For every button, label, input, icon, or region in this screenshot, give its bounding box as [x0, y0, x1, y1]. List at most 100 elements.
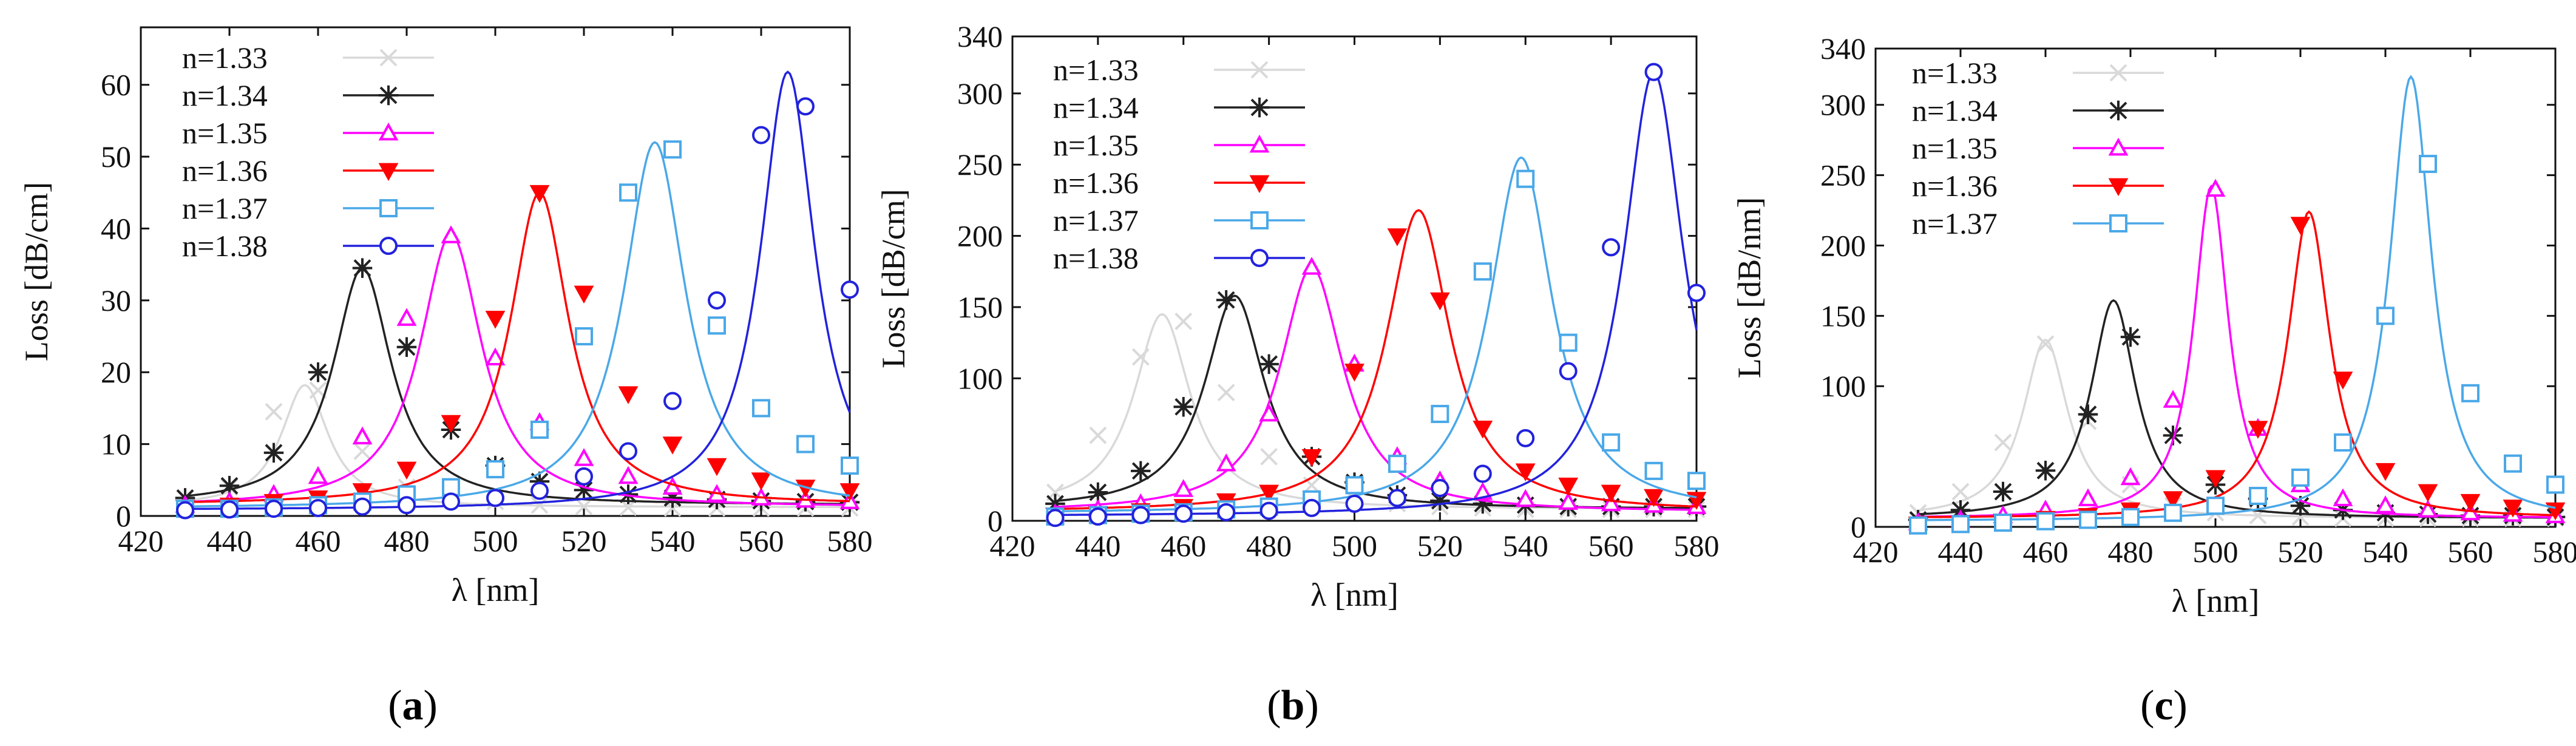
- legend-marker: [2108, 100, 2129, 121]
- data-point: [486, 460, 504, 479]
- legend-label: n=1.34: [182, 78, 268, 112]
- x-tick-label: 500: [1332, 529, 1377, 563]
- data-point: [530, 481, 549, 500]
- data-point: [575, 498, 593, 516]
- series-line: [1054, 313, 1696, 510]
- data-point: [2163, 426, 2183, 446]
- data-point: [263, 443, 284, 463]
- data-point: [1601, 484, 1621, 503]
- data-point: [2079, 510, 2097, 529]
- y-axis-title: Loss [dB/cm]: [875, 189, 912, 368]
- data-point: [1431, 404, 1449, 423]
- legend-label: n=1.37: [1053, 203, 1139, 237]
- data-point: [1602, 433, 1621, 452]
- x-tick-label: 580: [2533, 535, 2576, 569]
- data-point: [352, 426, 373, 445]
- data-point: [1687, 283, 1706, 302]
- data-point: [752, 126, 770, 144]
- series-line: [1055, 294, 1697, 509]
- data-point: [575, 467, 593, 486]
- legend-marker: [378, 122, 399, 141]
- data-point: [2460, 493, 2481, 512]
- data-point: [2164, 503, 2182, 522]
- data-point: [2504, 454, 2522, 473]
- panel-label-c-letter: c: [2154, 682, 2173, 729]
- series-n=1.37: [1909, 75, 2564, 535]
- y-tick-label: 300: [957, 76, 1003, 110]
- data-point: [1131, 506, 1150, 524]
- panel-b: 420 440 460 480 500 520 540 560 580 0 100 150 200 250…: [875, 19, 1720, 613]
- legend-label: n=1.37: [1912, 206, 1998, 240]
- data-point: [1089, 426, 1107, 444]
- legend-marker: [378, 163, 399, 181]
- series-n=1.35: [1908, 178, 2566, 531]
- data-point: [1387, 228, 1408, 246]
- data-point: [1301, 257, 1322, 275]
- data-point: [529, 471, 550, 492]
- x-tick-label: 420: [1853, 535, 1899, 569]
- y-tick-label: 100: [1820, 369, 1866, 403]
- data-point: [353, 443, 371, 460]
- legend-label: n=1.36: [1912, 169, 1998, 203]
- y-tick-label: 60: [101, 68, 131, 102]
- data-point: [485, 311, 506, 329]
- data-point: [1217, 384, 1235, 402]
- data-point: [1431, 479, 1449, 498]
- legend-label: n=1.33: [1912, 56, 1998, 90]
- data-point: [1994, 514, 2012, 532]
- data-point: [1559, 362, 1578, 381]
- data-point: [1558, 492, 1579, 510]
- data-point: [752, 399, 770, 418]
- data-point: [2333, 371, 2353, 390]
- data-point: [219, 476, 240, 496]
- y-tick-label: 30: [101, 283, 131, 317]
- x-axis-title: λ [nm]: [1310, 577, 1398, 613]
- panel-label-b-letter: b: [1281, 682, 1305, 729]
- data-point: [2418, 500, 2438, 518]
- data-point: [2205, 178, 2226, 197]
- x-tick-label: 480: [1246, 529, 1292, 563]
- legend-marker: [2109, 64, 2127, 82]
- data-point: [1602, 238, 1621, 257]
- panel-label-c: (c): [2140, 682, 2188, 729]
- series-line: [185, 384, 850, 508]
- data-point: [663, 392, 682, 410]
- data-point: [2503, 500, 2523, 518]
- data-point: [575, 327, 593, 346]
- panel-label-a-letter: a: [402, 682, 424, 729]
- data-point: [2375, 495, 2396, 514]
- x-tick-label: 500: [2193, 535, 2239, 569]
- data-point: [352, 483, 373, 501]
- data-point: [2121, 507, 2140, 526]
- series-line: [1917, 299, 2555, 519]
- legend-label: n=1.33: [1053, 53, 1139, 87]
- data-point: [841, 456, 859, 475]
- data-point: [1473, 493, 1493, 514]
- series-line: [1055, 266, 1696, 511]
- x-tick-label: 580: [827, 524, 873, 558]
- series-line: [185, 141, 850, 508]
- y-tick-label: 200: [1820, 228, 1866, 262]
- data-point: [1473, 481, 1493, 500]
- y-tick-label: 340: [957, 19, 1003, 53]
- data-point: [1217, 503, 1236, 521]
- data-point: [1088, 482, 1108, 503]
- data-point: [1993, 481, 2013, 502]
- legend-label: n=1.38: [182, 229, 268, 263]
- y-tick-label: 250: [957, 148, 1003, 181]
- data-point: [1345, 476, 1364, 495]
- series-line: [1055, 70, 1698, 517]
- data-point: [1260, 447, 1278, 466]
- x-axis-title: λ [nm]: [2172, 583, 2260, 619]
- data-point: [309, 498, 327, 517]
- y-tick-label: 150: [957, 290, 1003, 324]
- data-point: [1345, 494, 1364, 513]
- data-point: [396, 461, 417, 480]
- legend-label: n=1.35: [182, 116, 268, 150]
- data-point: [1259, 484, 1280, 503]
- legend-marker: [1250, 211, 1269, 229]
- data-point: [308, 466, 328, 484]
- x-tick-label: 420: [118, 524, 164, 558]
- data-point: [1131, 348, 1150, 366]
- x-tick-label: 460: [2023, 535, 2069, 569]
